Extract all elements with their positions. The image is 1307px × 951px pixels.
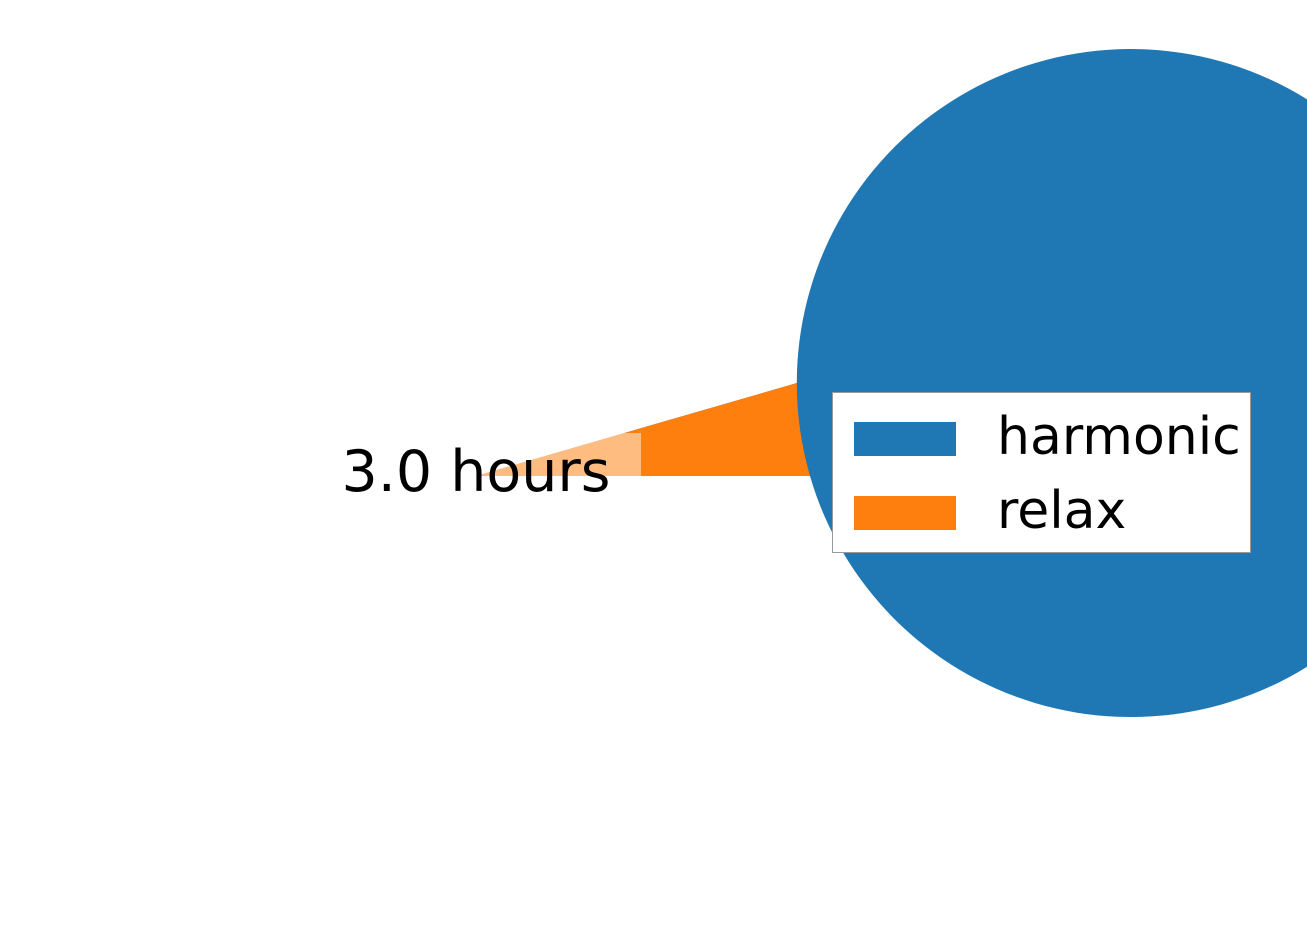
legend-label-harmonic: harmonic [997,407,1241,467]
pie-slice-relax[interactable] [476,383,810,476]
legend-color-swatch-harmonic [854,422,956,456]
legend-color-swatch-relax [854,496,956,530]
legend-label-relax: relax [997,481,1127,541]
pie-slice-value-label-text: 3.0 hours [341,439,611,505]
legend-item-harmonic[interactable]: harmonic [833,409,1250,469]
legend-item-relax[interactable]: relax [833,483,1250,543]
pie-slice-value-label: 3.0 hours [311,433,641,514]
chart-legend: harmonic relax [832,392,1251,553]
pie-slice-harmonic[interactable] [476,49,1307,717]
